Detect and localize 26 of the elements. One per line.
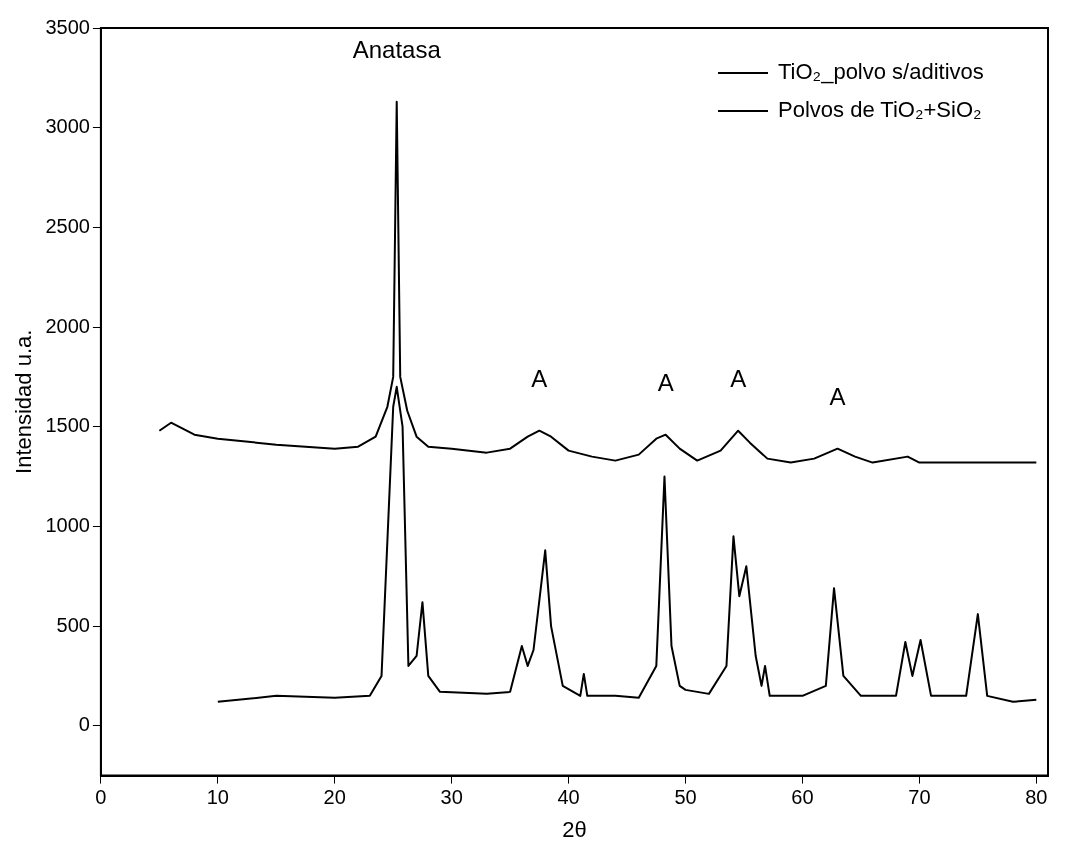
annotation: Anatasa <box>352 36 442 64</box>
annotation: A <box>531 365 548 393</box>
x-tick-label: 30 <box>440 786 463 809</box>
x-tick-label: 0 <box>95 786 107 809</box>
x-tick-label: 20 <box>323 786 346 809</box>
annotation: A <box>730 365 747 393</box>
x-tick-label: 50 <box>674 786 697 809</box>
x-tick-label: 10 <box>206 786 229 809</box>
x-tick-label: 40 <box>557 786 580 809</box>
x-tick-label: 70 <box>908 786 931 809</box>
y-tick-label: 1000 <box>45 513 90 536</box>
y-tick-label: 2000 <box>45 314 90 337</box>
legend-label: Polvos de TiO₂+SiO₂ <box>778 97 982 123</box>
y-tick-label: 3500 <box>45 15 90 38</box>
y-tick-label: 0 <box>78 713 90 736</box>
y-tick-label: 3000 <box>45 115 90 138</box>
y-tick-label: 1500 <box>45 414 90 437</box>
y-tick-label: 500 <box>56 613 90 636</box>
x-axis-title: 2θ <box>562 816 587 842</box>
y-axis-title: Intensidad u.a. <box>11 329 37 474</box>
x-tick-label: 60 <box>791 786 814 809</box>
annotation: A <box>657 369 674 397</box>
annotation: A <box>829 383 846 411</box>
y-tick-label: 2500 <box>45 214 90 237</box>
x-tick-label: 80 <box>1025 786 1048 809</box>
legend-label: TiO₂_polvo s/aditivos <box>778 59 984 85</box>
